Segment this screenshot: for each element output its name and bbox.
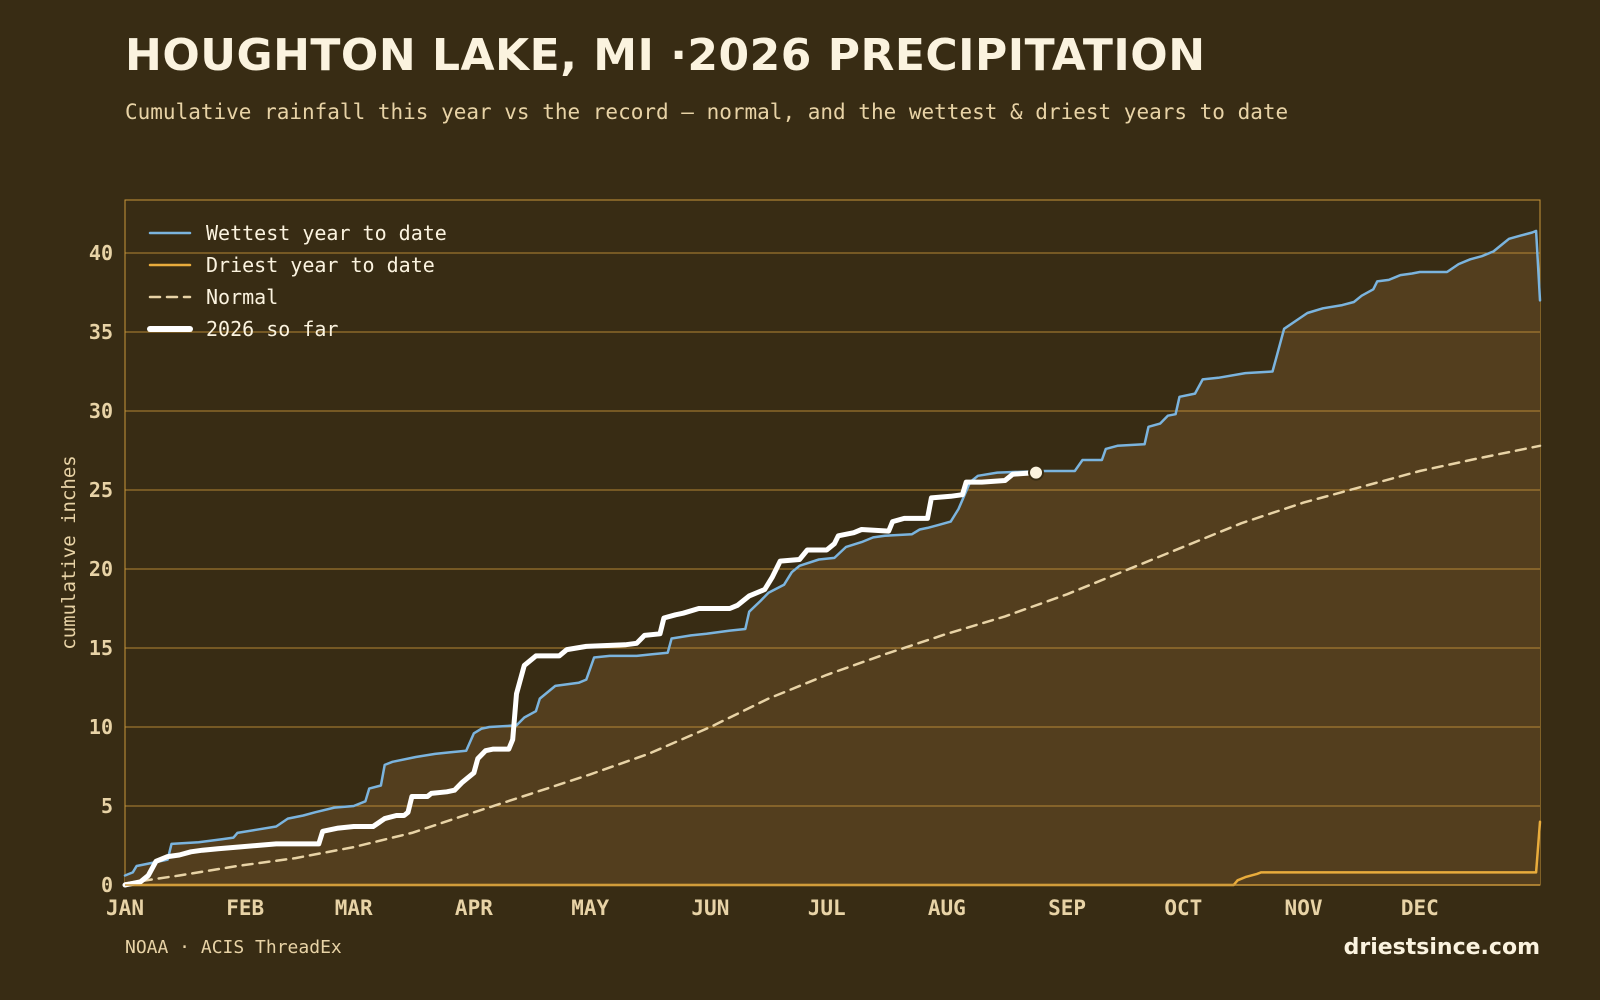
y-tick-label: 30: [89, 399, 113, 423]
y-tick-label: 15: [89, 636, 113, 660]
current-day-marker: [1028, 464, 1045, 481]
x-tick-label: OCT: [1164, 896, 1202, 920]
wettest-area-fill: [125, 230, 1540, 885]
legend-label-driest: Driest year to date: [206, 253, 435, 277]
series-line-wettest: [123, 229, 1542, 877]
series-lines: [122, 229, 1542, 888]
y-tick-label: 40: [89, 241, 113, 265]
x-tick-label: AUG: [928, 896, 966, 920]
y-axis-label: cumulative inches: [58, 455, 80, 649]
series-line-normal: [123, 444, 1542, 885]
series-line-current: [122, 470, 1039, 888]
x-tick-label: JUL: [808, 896, 846, 920]
y-tick-label: 5: [101, 794, 113, 818]
data-source: NOAA · ACIS ThreadEx: [125, 937, 342, 958]
y-tick-label: 0: [101, 873, 113, 897]
chart-title: HOUGHTON LAKE, MI ·2026 PRECIPITATION: [125, 30, 1206, 81]
legend-label-normal: Normal: [206, 285, 278, 309]
x-tick-label: JUN: [691, 896, 729, 920]
legend-label-wettest: Wettest year to date: [206, 221, 447, 245]
axes: 0 5 10 15 20 25 30 35 40 JAN FEB MAR APR MAY JUN JUL AUG…: [58, 241, 1540, 920]
series-line-driest: [123, 820, 1542, 887]
y-tick-label: 10: [89, 715, 113, 739]
gridlines: [125, 252, 1540, 807]
y-tick-label: 35: [89, 320, 113, 344]
y-tick-label: 20: [89, 557, 113, 581]
x-tick-label: APR: [455, 896, 493, 920]
y-tick-label: 25: [89, 478, 113, 502]
x-tick-label: SEP: [1048, 896, 1086, 920]
legend-label-current: 2026 so far: [206, 317, 338, 341]
site-credit[interactable]: driestsince.com: [1343, 935, 1540, 960]
x-tick-label: FEB: [226, 896, 264, 920]
x-tick-label: DEC: [1401, 896, 1439, 920]
x-tick-label: NOV: [1285, 896, 1323, 920]
x-tick-label: JAN: [106, 896, 144, 920]
x-tick-label: MAR: [335, 896, 373, 920]
legend: Wettest year to date Driest year to date N…: [147, 221, 447, 341]
chart-subtitle: Cumulative rainfall this year vs the rec…: [125, 100, 1289, 124]
x-tick-label: MAY: [571, 896, 609, 920]
